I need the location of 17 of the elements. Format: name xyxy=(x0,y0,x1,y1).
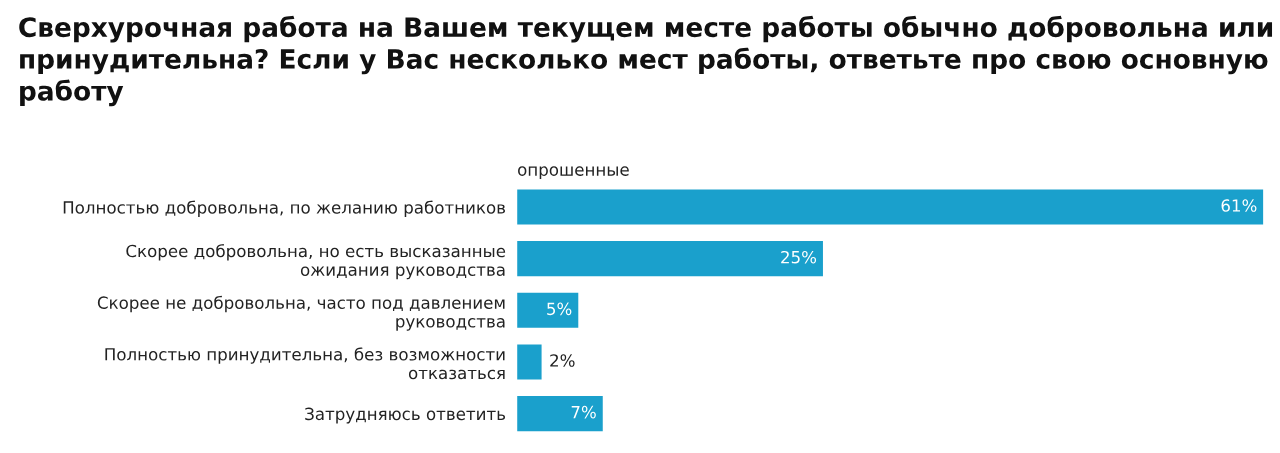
bar xyxy=(517,396,603,432)
bar xyxy=(517,344,542,380)
chart-title: Сверхурочная работа на Вашем текущем месте работы обычно добровольна или принудительна? Если у Вас несколько мест работы, ответьте про свою основную работу xyxy=(19,15,1273,107)
data-label: 61% xyxy=(1221,199,1257,212)
y-tick-label: Полностью принудительна, без возможности отказаться xyxy=(105,347,505,380)
data-label: 25% xyxy=(781,250,817,264)
data-label: 7% xyxy=(571,405,596,419)
data-label: 5% xyxy=(547,302,572,316)
bar xyxy=(517,241,823,277)
bar xyxy=(517,189,1264,225)
y-tick-label: Затрудняюсь ответить xyxy=(305,407,506,424)
y-tick-label: Полностью добровольна, по желанию работников xyxy=(63,200,506,217)
bar xyxy=(517,292,579,328)
y-tick-label: Скорее добровольна, но есть высказанные ожидания руководства xyxy=(126,244,506,280)
y-tick-label: Скорее не добровольна, часто под давлением руководства xyxy=(97,295,505,331)
data-label: 2% xyxy=(550,354,575,367)
x-axis-title: опрошенные xyxy=(518,166,629,180)
